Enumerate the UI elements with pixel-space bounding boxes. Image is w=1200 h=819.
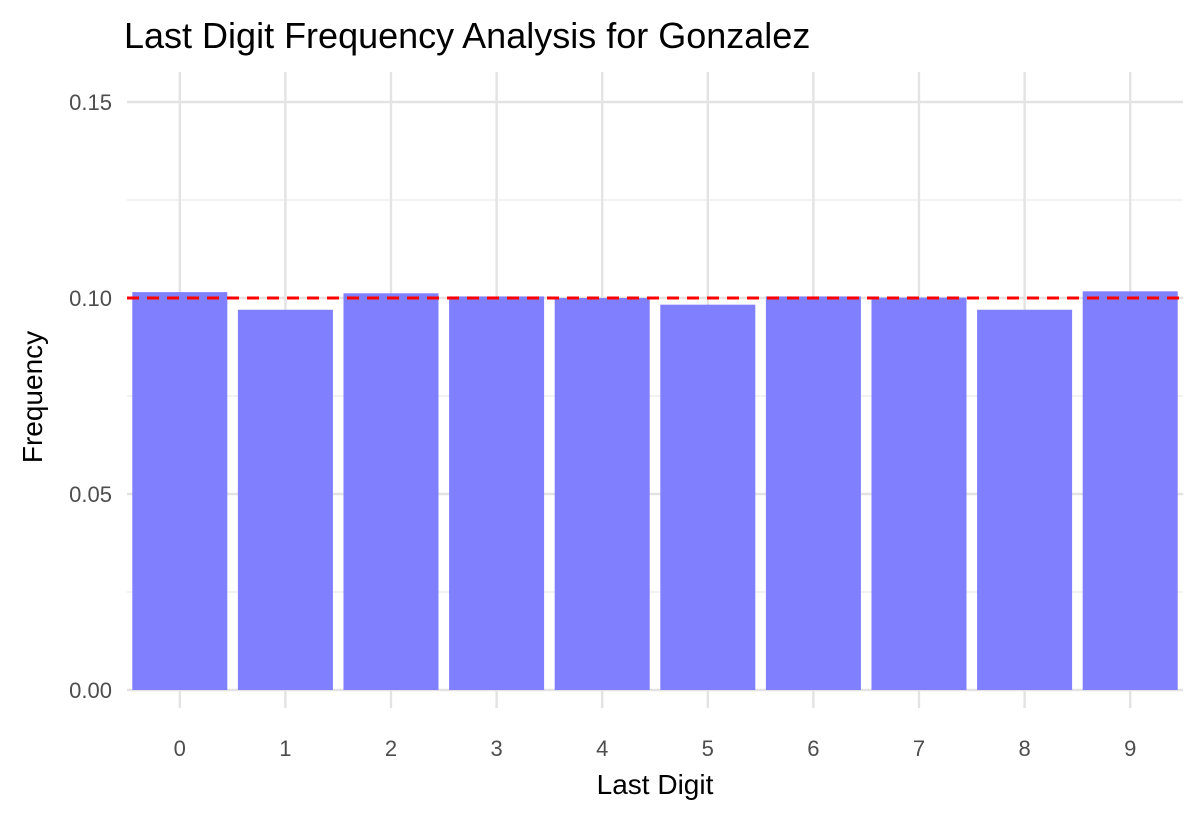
y-tick-label: 0.00: [69, 678, 112, 703]
x-axis-title: Last Digit: [597, 769, 714, 800]
x-tick-label: 9: [1124, 736, 1136, 761]
x-tick-labels: 0 1 2 3 4 5 6 7 8 9: [174, 736, 1137, 761]
bar-4: [554, 298, 650, 690]
y-tick-label: 0.10: [69, 286, 112, 311]
x-tick-label: 3: [490, 736, 502, 761]
x-tick-label: 2: [385, 736, 397, 761]
bar-1: [237, 309, 333, 690]
bars: [132, 291, 1178, 690]
x-tick-label: 0: [174, 736, 186, 761]
bar-8: [977, 309, 1073, 690]
chart-title: Last Digit Frequency Analysis for Gonzal…: [124, 15, 810, 56]
bar-3: [449, 296, 545, 690]
x-tick-label: 1: [279, 736, 291, 761]
bar-7: [871, 297, 967, 690]
bar-2: [343, 293, 439, 690]
x-tick-label: 5: [702, 736, 714, 761]
x-tick-label: 6: [807, 736, 819, 761]
bar-5: [660, 304, 756, 690]
x-tick-label: 4: [596, 736, 608, 761]
y-tick-label: 0.05: [69, 482, 112, 507]
bar-6: [765, 296, 861, 690]
y-axis-title: Frequency: [17, 331, 48, 463]
bar-9: [1082, 291, 1178, 690]
y-tick-labels: 0.00 0.05 0.10 0.15: [69, 90, 112, 703]
x-tick-label: 8: [1018, 736, 1030, 761]
x-tick-label: 7: [913, 736, 925, 761]
bar-0: [132, 292, 228, 690]
y-tick-label: 0.15: [69, 90, 112, 115]
